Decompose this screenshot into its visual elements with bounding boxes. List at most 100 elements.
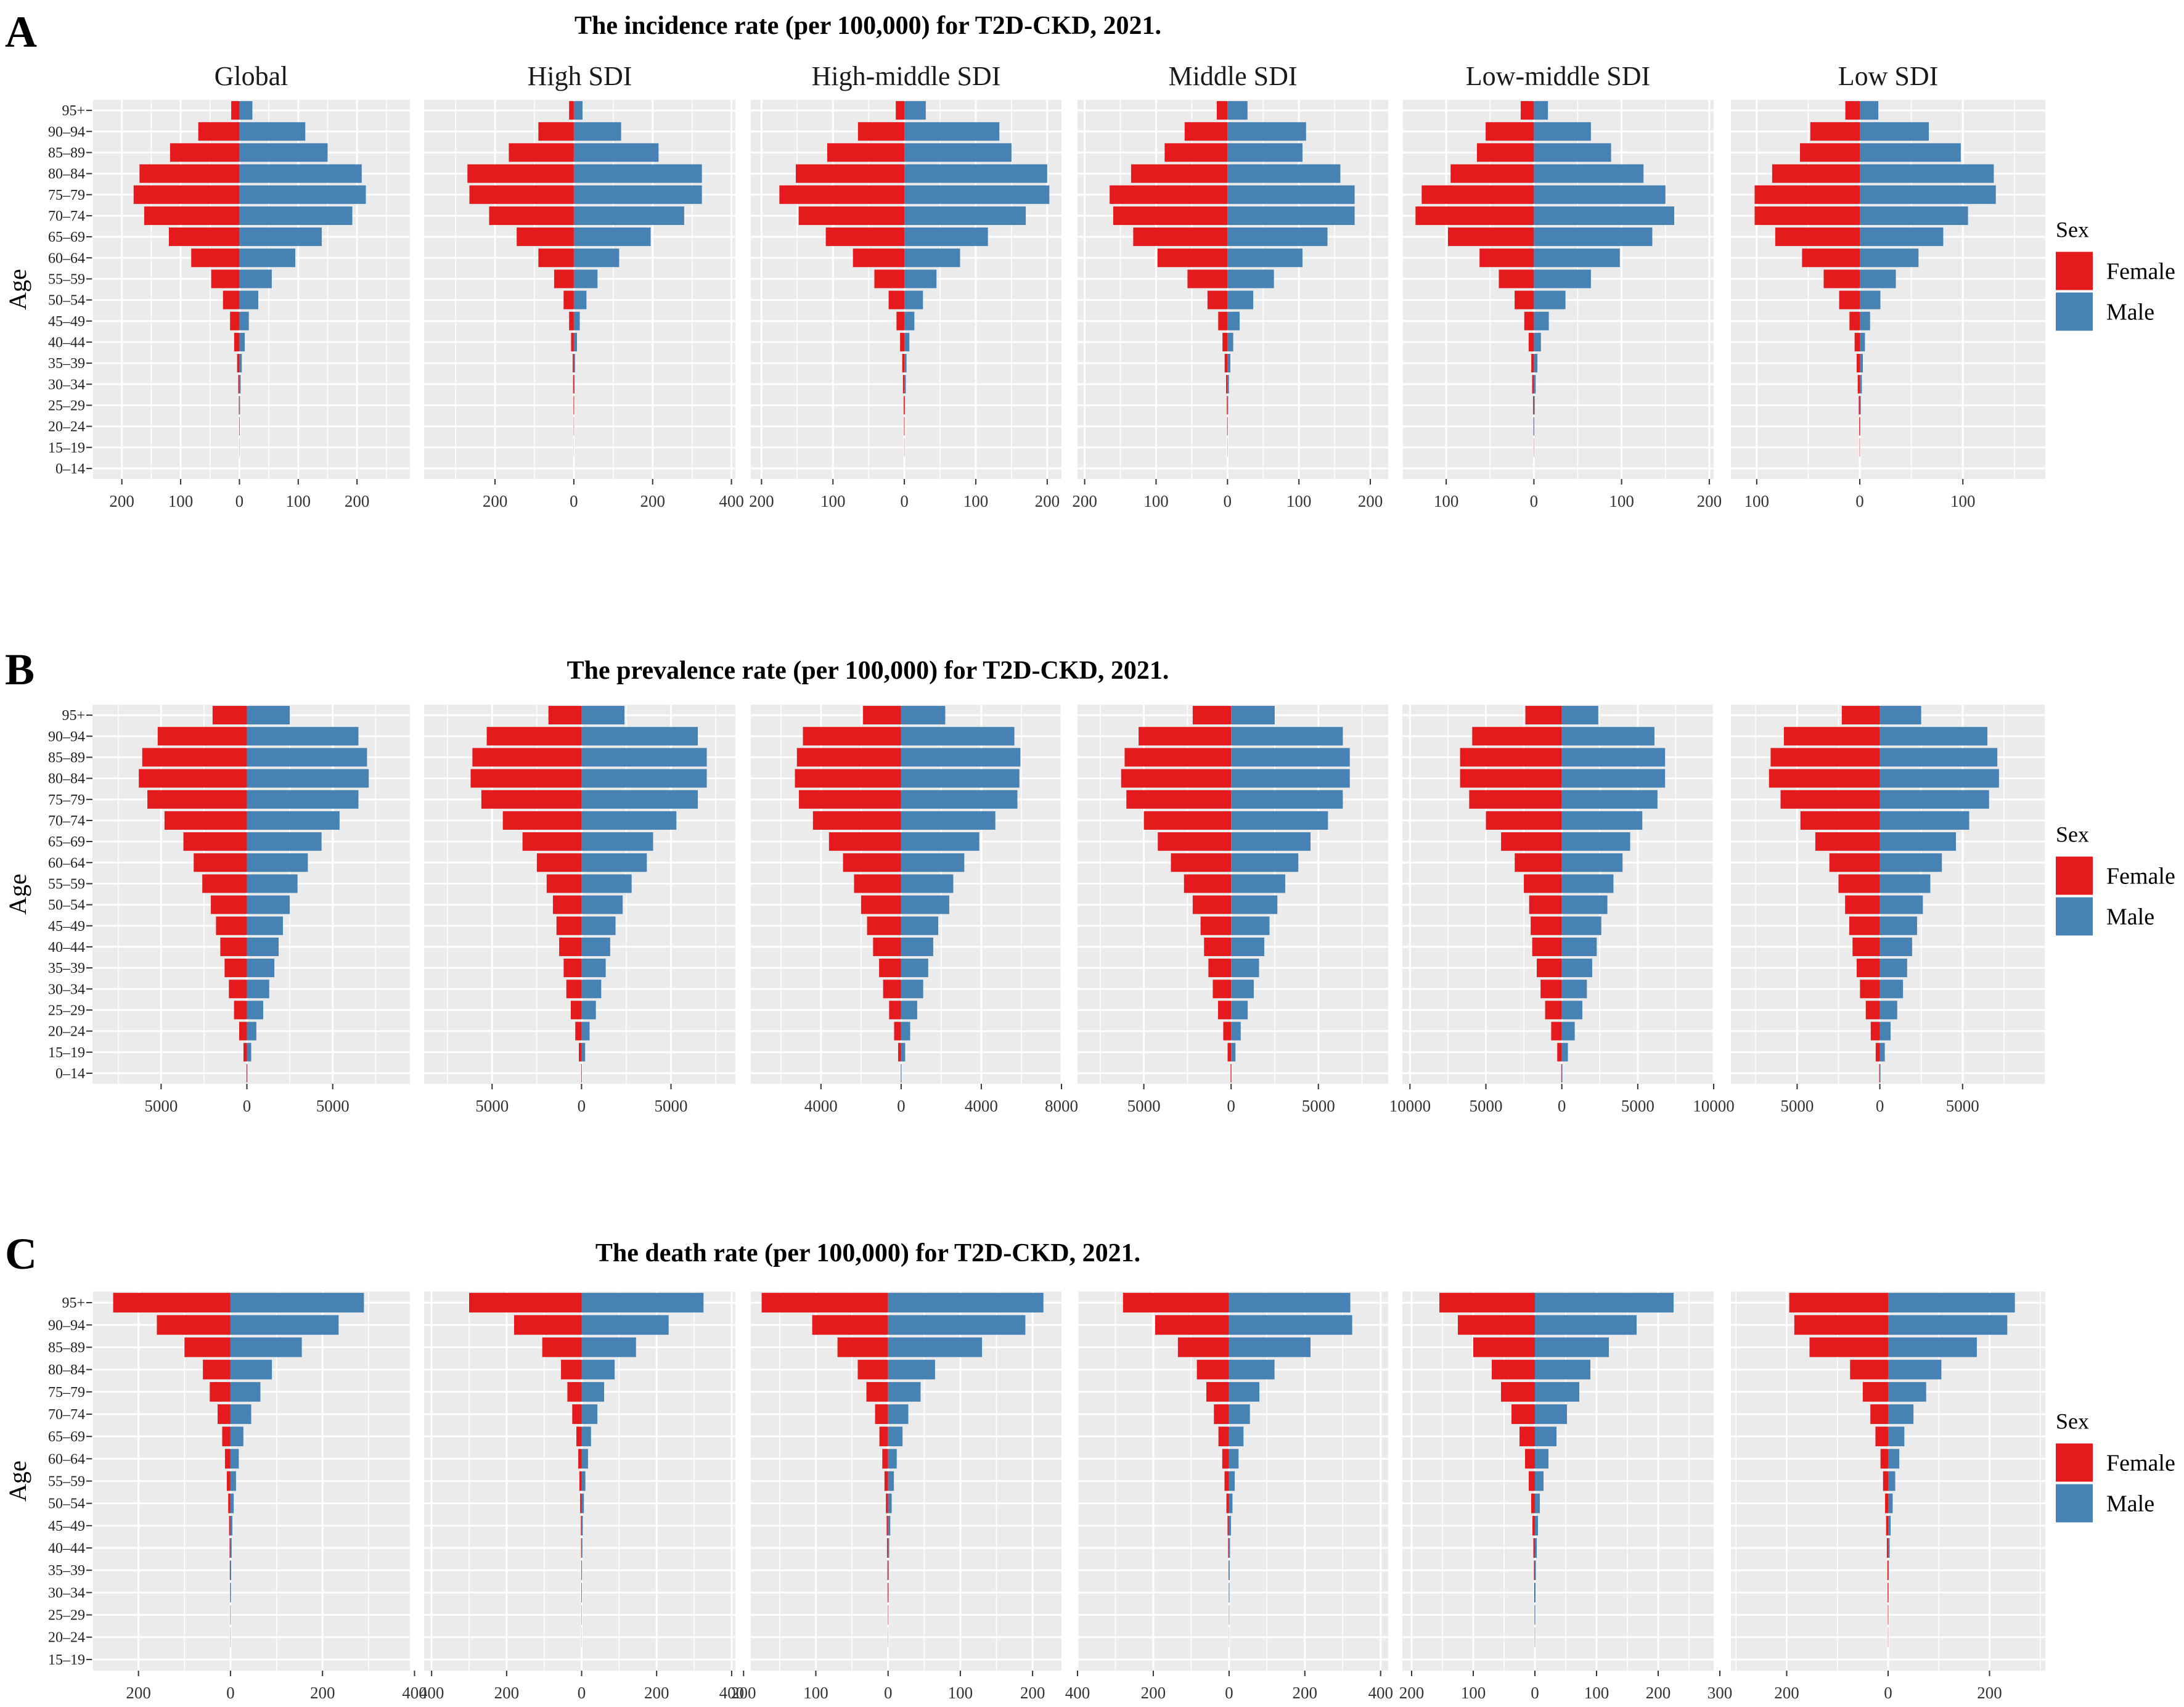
bar-female bbox=[1534, 1560, 1536, 1580]
bar-female bbox=[228, 1494, 231, 1513]
bar-female bbox=[1515, 853, 1561, 872]
bar-male bbox=[904, 375, 906, 393]
facet-title: Global bbox=[215, 61, 288, 91]
legend-swatch-female bbox=[2056, 857, 2093, 895]
bar-male bbox=[1860, 269, 1896, 288]
age-label: 65–69 bbox=[48, 834, 85, 850]
x-tick-label: 0 bbox=[900, 492, 909, 510]
bar-female bbox=[803, 727, 901, 745]
bar-female bbox=[1222, 1449, 1229, 1468]
age-label: 80–84 bbox=[48, 771, 85, 787]
bar-female bbox=[113, 1293, 231, 1312]
bar-male bbox=[247, 727, 359, 745]
bar-male bbox=[574, 248, 620, 267]
bar-female bbox=[1532, 1516, 1535, 1536]
facet-title: Low-middle SDI bbox=[1466, 61, 1650, 91]
bar-male bbox=[1562, 748, 1666, 766]
bar-male bbox=[239, 186, 366, 204]
y-axis-title: Age bbox=[4, 269, 31, 310]
bar-male bbox=[239, 207, 352, 225]
bar-male bbox=[901, 853, 964, 872]
bar-female bbox=[1870, 1404, 1888, 1424]
bar-male bbox=[888, 1494, 892, 1513]
bar-male bbox=[1860, 227, 1943, 246]
bar-female bbox=[1876, 1043, 1880, 1062]
bar-female bbox=[169, 227, 239, 246]
bar-male bbox=[1888, 1427, 1904, 1446]
bar-female bbox=[237, 354, 240, 372]
bar-male bbox=[581, 853, 647, 872]
bar-male bbox=[1535, 1560, 1536, 1580]
bar-male bbox=[904, 143, 1012, 162]
bar-female bbox=[239, 1022, 247, 1041]
bar-male bbox=[1229, 1472, 1235, 1491]
bar-male bbox=[1535, 1360, 1590, 1380]
bar-male bbox=[247, 790, 359, 809]
bar-female bbox=[867, 917, 901, 935]
bar-female bbox=[886, 1494, 888, 1513]
bar-female bbox=[229, 1516, 231, 1536]
bar-female bbox=[1501, 1382, 1535, 1402]
x-tick-label: 0 bbox=[1884, 1684, 1892, 1702]
x-tick-label: 200 bbox=[126, 1684, 151, 1702]
bar-female bbox=[1121, 769, 1231, 788]
bar-female bbox=[1871, 1022, 1880, 1041]
bar-male bbox=[1562, 917, 1601, 935]
bar-male bbox=[1535, 1449, 1548, 1468]
bar-male bbox=[901, 959, 928, 977]
bar-female bbox=[1846, 101, 1860, 120]
bar-male bbox=[1229, 1293, 1351, 1312]
bar-female bbox=[1534, 1538, 1536, 1558]
bar-female bbox=[581, 1538, 582, 1558]
facet-title: High-middle SDI bbox=[812, 61, 1001, 91]
bar-female bbox=[1887, 1560, 1888, 1580]
bar-male bbox=[901, 790, 1018, 809]
bar-male bbox=[582, 1472, 586, 1491]
bar-male bbox=[231, 1494, 234, 1513]
bar-male bbox=[247, 980, 269, 998]
bar-male bbox=[1860, 396, 1861, 414]
bar-female bbox=[1155, 1315, 1229, 1335]
x-tick-label: 0 bbox=[1855, 492, 1864, 510]
bar-male bbox=[231, 1427, 243, 1446]
bar-female bbox=[538, 248, 574, 267]
bar-female bbox=[1852, 938, 1879, 956]
bar-female bbox=[1515, 291, 1534, 309]
bar-male bbox=[247, 706, 290, 724]
bar-female bbox=[882, 1449, 888, 1468]
bar-male bbox=[888, 1338, 982, 1357]
legend-title: Sex bbox=[2056, 218, 2089, 242]
bar-female bbox=[826, 227, 904, 246]
x-tick-label: 5000 bbox=[1302, 1097, 1335, 1115]
bar-male bbox=[247, 896, 290, 914]
bar-male bbox=[1231, 896, 1277, 914]
bar-male bbox=[1534, 354, 1537, 372]
bar-male bbox=[1880, 727, 1987, 745]
bar-female bbox=[575, 1022, 581, 1041]
bar-male bbox=[1880, 959, 1907, 977]
bar-female bbox=[1561, 1064, 1562, 1083]
bar-female bbox=[1230, 1064, 1231, 1083]
age-label: 90–94 bbox=[48, 729, 85, 745]
bar-female bbox=[1775, 227, 1860, 246]
bar-female bbox=[1492, 1360, 1535, 1380]
bar-male bbox=[901, 938, 933, 956]
bar-female bbox=[1193, 706, 1231, 724]
bar-male bbox=[1227, 101, 1247, 120]
bar-female bbox=[896, 312, 904, 330]
bar-male bbox=[901, 769, 1020, 788]
bar-male bbox=[574, 333, 577, 351]
bar-male bbox=[1562, 832, 1630, 851]
bar-female bbox=[1551, 1022, 1561, 1041]
bar-male bbox=[1535, 1427, 1556, 1446]
bar-male bbox=[574, 375, 575, 393]
bar-male bbox=[1888, 1582, 1889, 1602]
bar-female bbox=[863, 706, 901, 724]
bar-female bbox=[563, 291, 574, 309]
facet-title: Middle SDI bbox=[1169, 61, 1298, 91]
bar-female bbox=[799, 207, 904, 225]
x-tick-label: 400 bbox=[419, 1684, 444, 1702]
bar-male bbox=[1534, 291, 1565, 309]
legend-swatch-male bbox=[2056, 293, 2093, 331]
